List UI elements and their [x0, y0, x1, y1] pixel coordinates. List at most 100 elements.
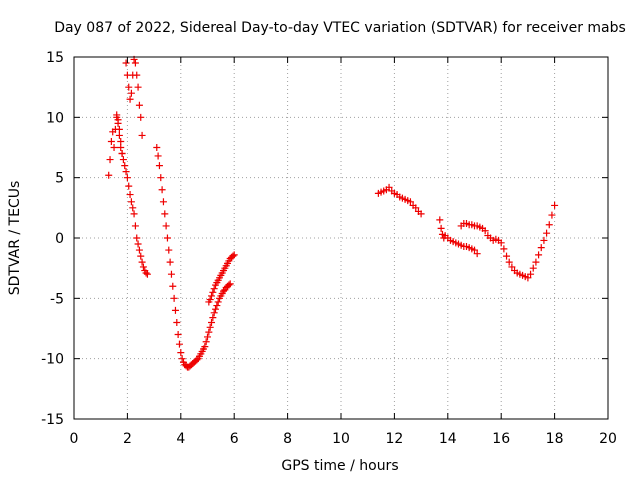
data-point	[121, 162, 129, 170]
data-point	[213, 302, 221, 310]
data-point	[114, 116, 122, 124]
data-point	[212, 305, 220, 313]
y-tick-label: 15	[46, 50, 64, 66]
y-axis-label: SDTVAR / TECUs	[7, 181, 23, 296]
data-point	[142, 269, 150, 277]
data-point	[545, 221, 553, 229]
data-point	[527, 270, 535, 278]
x-tick-label: 8	[283, 431, 292, 447]
data-point	[153, 144, 161, 151]
data-point	[119, 156, 127, 164]
data-point	[137, 113, 145, 121]
x-axis-label: GPS time / hours	[281, 458, 398, 474]
data-point	[143, 270, 151, 278]
x-tick-label: 4	[176, 431, 185, 447]
data-point	[206, 296, 214, 304]
x-tick-label: 20	[599, 431, 617, 447]
data-point	[500, 245, 508, 253]
data-point	[543, 229, 551, 237]
data-point	[178, 355, 186, 363]
data-point	[229, 252, 237, 260]
data-point	[204, 333, 211, 341]
data-point	[406, 198, 414, 206]
data-point	[202, 338, 210, 346]
data-point	[154, 152, 162, 160]
series-arc-7	[457, 201, 559, 282]
data-point	[226, 280, 234, 288]
y-tick-label: 5	[55, 171, 64, 187]
data-point	[129, 204, 137, 212]
y-tick-label: -5	[50, 291, 64, 307]
data-point	[110, 144, 118, 151]
data-point	[437, 224, 445, 232]
data-point	[214, 298, 222, 306]
data-point	[133, 234, 141, 242]
data-points	[105, 55, 559, 371]
x-tick-label: 12	[385, 431, 403, 447]
series-arc-2	[122, 55, 146, 139]
data-point	[481, 227, 489, 235]
data-point	[117, 144, 125, 151]
data-point	[127, 198, 135, 206]
data-point	[193, 356, 201, 364]
data-point	[135, 246, 143, 254]
data-point	[529, 264, 537, 272]
y-tick-label: 0	[55, 231, 64, 247]
data-point	[158, 186, 166, 194]
data-point	[115, 125, 123, 133]
data-point	[125, 83, 133, 91]
data-point	[137, 252, 145, 260]
data-point	[537, 244, 545, 252]
data-point	[161, 210, 169, 218]
x-tick-label: 10	[332, 431, 350, 447]
x-tick-label: 6	[230, 431, 239, 447]
data-point	[118, 150, 126, 158]
data-point	[126, 191, 134, 199]
data-point	[106, 156, 114, 164]
data-point	[177, 349, 185, 357]
x-tick-label: 14	[439, 431, 457, 447]
series-arc-3	[153, 144, 234, 371]
y-tick-label: -15	[41, 412, 64, 428]
data-point	[208, 318, 216, 326]
axis-ticks	[73, 56, 609, 420]
series-arc-5	[374, 183, 425, 218]
data-point	[473, 250, 481, 258]
data-point	[135, 101, 143, 109]
data-point	[175, 340, 183, 348]
data-point	[210, 285, 218, 293]
data-point	[524, 274, 532, 282]
grid-lines	[74, 57, 608, 419]
data-point	[209, 288, 217, 296]
data-point	[138, 258, 146, 266]
data-point	[535, 251, 543, 259]
data-point	[173, 318, 181, 326]
data-point	[138, 131, 146, 139]
data-point	[155, 162, 163, 170]
y-tick-labels: 15 10 5 0 -5 -10 -15	[41, 50, 64, 428]
data-point	[225, 281, 233, 289]
data-point	[497, 239, 505, 247]
data-point	[505, 258, 513, 266]
data-point	[503, 252, 511, 260]
x-tick-labels: 0 2 4 6 8 10 12 14 16 18 20	[70, 431, 617, 447]
data-point	[131, 222, 139, 230]
series-arc-1a	[105, 113, 126, 179]
data-point	[126, 95, 134, 103]
series-arc-1b	[113, 111, 151, 278]
data-point	[551, 201, 559, 209]
data-point	[113, 111, 121, 119]
data-point	[107, 137, 115, 145]
chart-title: Day 087 of 2022, Sidereal Day-to-day VTE…	[54, 20, 626, 36]
data-point	[162, 222, 170, 230]
data-point	[127, 89, 135, 97]
data-point	[134, 83, 142, 91]
data-point	[165, 246, 173, 254]
data-point	[548, 211, 556, 219]
series-arc-4	[205, 251, 238, 306]
data-point	[201, 343, 209, 351]
data-point	[171, 306, 179, 314]
y-tick-label: -10	[41, 352, 64, 368]
data-point	[123, 174, 131, 182]
